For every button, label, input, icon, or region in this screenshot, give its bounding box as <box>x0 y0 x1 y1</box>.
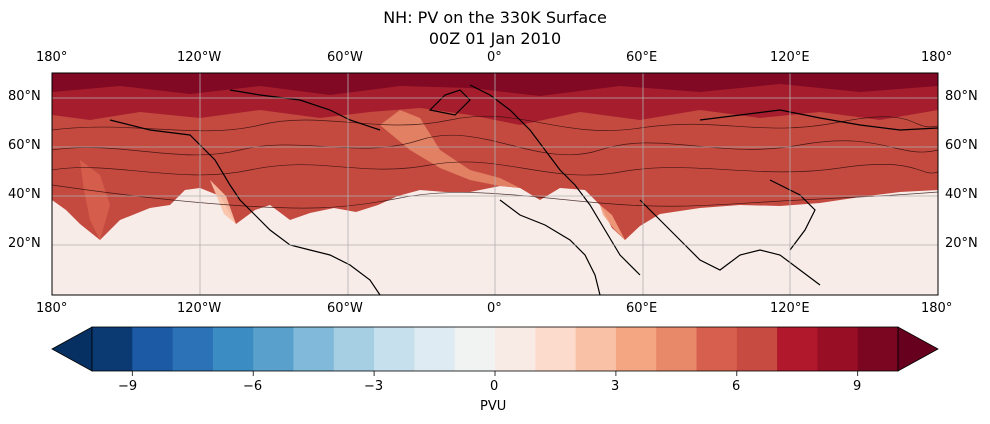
map-title: NH: PV on the 330K Surface <box>383 8 607 27</box>
lon-label-bottom-0: 0° <box>487 301 502 316</box>
lon-label-top-180e: 180° <box>921 50 953 65</box>
lat-label-left-80n: 80°N <box>8 89 41 104</box>
lat-label-right-80n: 80°N <box>945 89 978 104</box>
colorbar-segment <box>656 327 697 371</box>
lat-label-left-40n: 40°N <box>8 187 41 202</box>
lon-label-bottom-60e: 60°E <box>626 301 658 316</box>
colorbar-segment <box>132 327 174 371</box>
map-frame <box>51 72 939 296</box>
pv-trough-4 <box>80 160 110 240</box>
pv-streamer-1 <box>380 110 520 188</box>
colorbar-label: PVU <box>480 399 507 414</box>
lon-label-top-0: 0° <box>487 50 502 65</box>
colorbar-segment <box>293 327 335 371</box>
colorbar-tick-label: −9 <box>118 379 138 394</box>
colorbar-segment <box>696 327 738 371</box>
colorbar-tick-label: −6 <box>243 379 263 394</box>
lat-label-left-20n: 20°N <box>8 236 41 251</box>
map-subtitle: 00Z 01 Jan 2010 <box>428 29 562 48</box>
lon-label-bottom-120w: 120°W <box>177 301 222 316</box>
lon-label-bottom-180w: 180° <box>36 301 68 316</box>
colorbar-tick-label: 3 <box>611 379 620 394</box>
colorbar-segment <box>92 327 133 371</box>
colorbar-segment <box>414 327 456 371</box>
colorbar <box>51 326 939 372</box>
colorbar-segment <box>535 327 577 371</box>
lon-label-top-60w: 60°W <box>327 50 363 65</box>
gridlines <box>52 73 938 295</box>
lat-label-right-20n: 20°N <box>945 236 978 251</box>
colorbar-segment <box>736 327 778 371</box>
lon-label-top-60e: 60°E <box>626 50 658 65</box>
lon-label-top-120e: 120°E <box>770 50 810 65</box>
lon-label-top-120w: 120°W <box>177 50 222 65</box>
colorbar-tick-label: 9 <box>853 379 862 394</box>
lon-label-bottom-120e: 120°E <box>770 301 810 316</box>
colorbar-segment <box>777 327 818 371</box>
colorbar-tick-label: 6 <box>732 379 741 394</box>
colorbar-segment <box>333 327 375 371</box>
colorbar-tick-label: −3 <box>364 379 384 394</box>
colorbar-ticks <box>131 371 859 376</box>
colorbar-segment <box>172 327 214 371</box>
lon-label-bottom-60w: 60°W <box>327 301 363 316</box>
pv-streamer-2 <box>600 205 625 240</box>
colorbar-segment <box>253 327 294 371</box>
colorbar-segment <box>817 327 859 371</box>
colorbar-segment <box>575 327 617 371</box>
colorbar-segment <box>454 327 496 371</box>
colorbar-extend-min <box>51 326 93 372</box>
lon-label-top-180w: 180° <box>36 50 68 65</box>
colorbar-extend-max <box>897 326 939 372</box>
colorbar-segment <box>374 327 415 371</box>
colorbar-segment <box>857 327 899 371</box>
colorbar-segment <box>212 327 254 371</box>
colorbar-segment <box>495 327 536 371</box>
lat-label-right-40n: 40°N <box>945 187 978 202</box>
colorbar-tick-label: 0 <box>490 379 499 394</box>
colorbar-segment <box>615 327 657 371</box>
lon-label-bottom-180e: 180° <box>921 301 953 316</box>
map-panel <box>52 73 938 295</box>
lat-label-right-60n: 60°N <box>945 138 978 153</box>
lat-label-left-60n: 60°N <box>8 138 41 153</box>
pv-streamer-3 <box>210 180 236 224</box>
